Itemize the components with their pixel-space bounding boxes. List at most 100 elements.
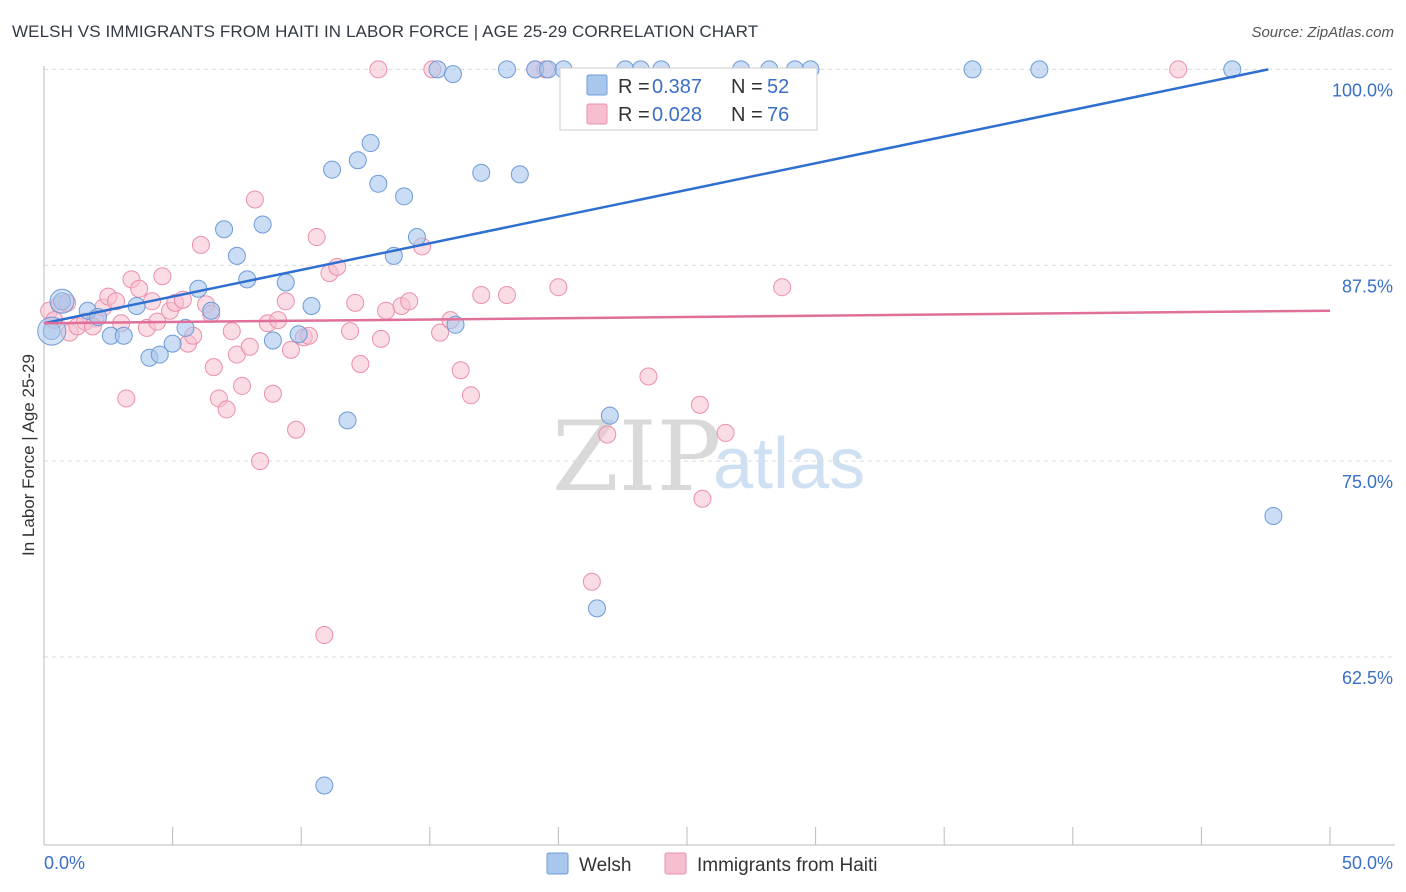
series-legend: Welsh Immigrants from Haiti [546,852,878,876]
welsh-point-24 [369,174,388,193]
welsh-point-18 [276,273,295,292]
y-axis-label: In Labor Force | Age 25-29 [19,354,38,556]
welsh-point-10 [176,318,195,337]
welsh-point-26 [395,187,414,206]
haiti-point-40 [287,420,306,439]
haiti-point-60 [461,386,480,405]
haiti-point-13 [130,279,149,298]
haiti-trend-line [43,309,1331,325]
haiti-point-66 [582,572,601,591]
haiti-point-9 [107,292,126,311]
legend-n-label-welsh: N = [731,76,763,98]
welsh-point-5 [114,326,133,345]
haiti-point-50 [369,60,388,79]
trend-lines [43,68,1331,325]
haiti-point-31 [233,376,252,395]
haiti-point-29 [222,322,241,341]
welsh-point-31 [472,163,491,182]
haiti-point-51 [371,329,390,348]
welsh-point-50 [315,776,334,795]
welsh-cluster-b [49,288,75,314]
welsh-point-28 [428,60,447,79]
haiti-points [40,60,1188,645]
welsh-point-49 [1264,506,1283,525]
haiti-point-33 [245,190,264,209]
axes [43,66,1395,846]
welsh-point-22 [348,151,367,170]
welsh-point-29 [443,65,462,84]
legend-r-label-welsh: R = [618,76,650,98]
welsh-trend-line [43,68,1269,325]
haiti-point-23 [191,235,210,254]
legend-swatch-welsh [586,74,608,96]
welsh-point-12 [202,301,221,320]
haiti-point-48 [346,293,365,312]
welsh-point-8 [150,345,169,364]
haiti-point-43 [307,228,326,247]
watermark-atlas: atlas [713,424,865,504]
haiti-point-70 [693,489,712,508]
bottom-legend-swatch-haiti [664,852,687,875]
correlation-legend: R = 0.387 N = 52 R = 0.028 N = 76 [559,67,818,131]
welsh-point-35 [539,60,558,79]
welsh-point-23 [361,134,380,153]
watermark-zip: ZIP [552,401,721,513]
welsh-point-38 [600,406,619,425]
haiti-point-67 [598,425,617,444]
haiti-point-32 [240,337,259,356]
welsh-point-37 [587,599,606,618]
haiti-point-49 [351,354,370,373]
welsh-point-21 [323,160,342,179]
haiti-point-28 [217,400,236,419]
legend-swatch-haiti [586,103,608,125]
haiti-point-57 [431,323,450,342]
welsh-point-13 [215,220,234,239]
legend-n-value-haiti: 76 [767,104,789,126]
welsh-point-47 [1030,60,1049,79]
source-credit: Source: ZipAtlas.com [1251,24,1394,41]
welsh-point-14 [227,246,246,265]
welsh-point-20 [302,296,321,315]
haiti-point-38 [276,292,295,311]
welsh-point-17 [263,331,282,350]
y-tick-label-3: 100.0% [1332,80,1393,100]
welsh-point-30 [446,315,465,334]
haiti-point-26 [204,358,223,377]
haiti-point-39 [281,340,300,359]
haiti-point-73 [1169,60,1188,79]
haiti-point-68 [639,367,658,386]
bottom-legend-welsh: Welsh [579,855,631,876]
haiti-point-65 [549,278,568,297]
x-tick-label-1: 50.0% [1342,853,1393,873]
haiti-point-11 [117,389,136,408]
y-tick-labels: 62.5% 75.0% 87.5% 100.0% [1332,80,1393,688]
legend-r-label-haiti: R = [618,104,650,126]
y-tick-label-0: 62.5% [1342,668,1393,688]
haiti-point-52 [377,301,396,320]
legend-n-label-haiti: N = [731,104,763,126]
bottom-legend-swatch-welsh [546,852,569,875]
haiti-point-72 [773,278,792,297]
haiti-point-36 [263,384,282,403]
welsh-point-46 [963,60,982,79]
legend-n-value-welsh: 52 [767,76,789,98]
y-tick-label-2: 87.5% [1342,276,1393,296]
gridlines [44,68,1395,658]
welsh-point-19 [289,325,308,344]
haiti-point-69 [690,395,709,414]
haiti-point-44 [315,626,334,645]
bottom-legend-haiti: Immigrants from Haiti [697,855,878,876]
haiti-point-54 [400,292,419,311]
welsh-point-27 [407,228,426,247]
welsh-point-9 [163,334,182,353]
chart-title: WELSH VS IMMIGRANTS FROM HAITI IN LABOR … [12,22,759,41]
haiti-point-47 [341,322,360,341]
legend-r-value-haiti: 0.028 [652,104,702,126]
haiti-point-17 [153,267,172,286]
haiti-point-62 [497,286,516,305]
welsh-point-33 [510,165,529,184]
welsh-point-16 [253,215,272,234]
welsh-point-32 [497,60,516,79]
haiti-point-34 [251,452,270,471]
